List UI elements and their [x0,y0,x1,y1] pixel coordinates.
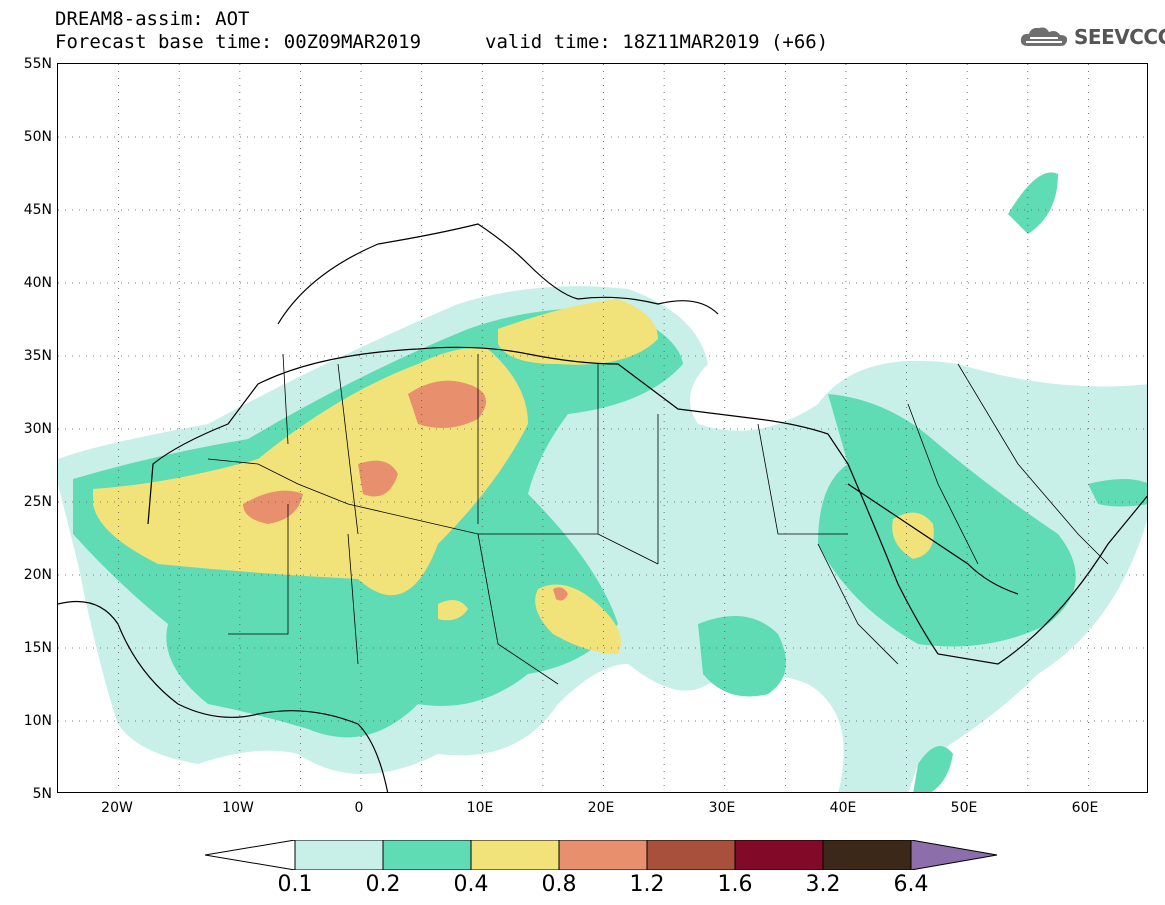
lon-label-10e: 10E [466,800,494,816]
lat-label-35n: 35N [23,348,52,364]
aot-level-0-8 [243,380,568,601]
cloud-icon [1020,27,1068,46]
lat-label-10n: 10N [23,713,52,729]
colorbar-over-triangle [910,840,998,870]
colorbar-bin-0-2 [382,840,472,870]
lat-label-5n: 5N [32,786,52,802]
lon-label-50e: 50E [950,800,978,816]
lat-label-15n: 15N [23,640,52,656]
coastlines [58,223,1147,792]
lon-label-10w: 10W [222,800,254,816]
aot-colorbar [205,840,998,870]
lon-label-0: 0 [354,800,364,816]
colorbar-label-3-2: 3.2 [805,872,841,897]
colorbar-under-triangle [205,840,296,870]
colorbar-label-0-1: 0.1 [277,872,313,897]
aot-map [58,64,1147,792]
lon-label-30e: 30E [708,800,736,816]
lat-label-45n: 45N [23,202,52,218]
logo-text: SEEVCCC [1074,25,1165,49]
colorbar-bin-3-2 [822,840,912,870]
lon-label-20w: 20W [101,800,133,816]
valid-time: valid time: 18Z11MAR2019 (+66) [485,31,829,53]
lat-label-20n: 20N [23,567,52,583]
map-panel [57,63,1148,793]
colorbar-label-1-2: 1.2 [629,872,665,897]
seevccc-logo: SEEVCCC [1018,24,1165,50]
lat-lon-grid [58,64,1147,792]
colorbar-bin-0-1 [294,840,384,870]
colorbar-bin-1-6 [734,840,824,870]
colorbar-bin-0-8 [558,840,648,870]
lon-label-40e: 40E [829,800,857,816]
chart-title: DREAM8-assim: AOT [55,8,250,30]
lat-label-55n: 55N [23,56,52,72]
lat-label-30n: 30N [23,421,52,437]
colorbar-label-0-2: 0.2 [365,872,401,897]
country-borders [207,353,1109,685]
colorbar-label-0-4: 0.4 [453,872,489,897]
colorbar-bin-0-4 [470,840,560,870]
colorbar-label-1-6: 1.6 [717,872,753,897]
lat-label-40n: 40N [23,275,52,291]
lon-label-20e: 20E [587,800,615,816]
colorbar-bin-1-2 [646,840,736,870]
lat-label-25n: 25N [23,494,52,510]
lon-label-60e: 60E [1071,800,1099,816]
colorbar-label-6-4: 6.4 [893,872,929,897]
colorbar-label-0-8: 0.8 [541,872,577,897]
lat-label-50n: 50N [23,129,52,145]
forecast-base-time: Forecast base time: 00Z09MAR2019 [55,31,422,53]
